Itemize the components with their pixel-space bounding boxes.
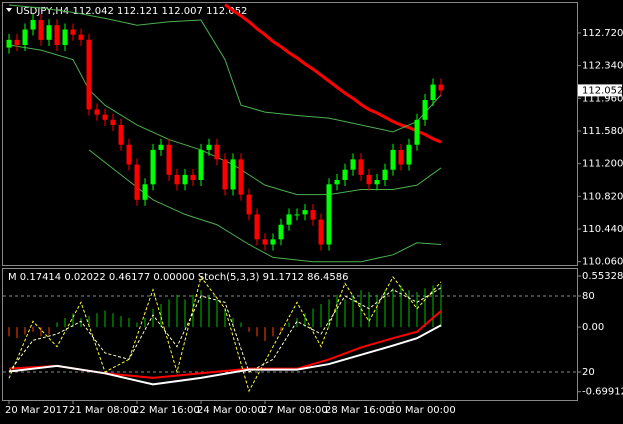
candle-body (278, 224, 284, 240)
indicator-line (8, 324, 442, 386)
candle-body (270, 239, 276, 245)
candle-body (126, 144, 132, 165)
candle-body (206, 144, 212, 150)
candle-body (38, 20, 44, 40)
indicator-line (8, 287, 442, 373)
candle-body (430, 84, 436, 101)
candle-body (166, 144, 172, 175)
candle-body (158, 144, 164, 150)
candle-body (30, 20, 36, 30)
y-tick-label: 110.820 (582, 191, 623, 202)
x-tick-label: 30 Mar 00:00 (389, 405, 456, 416)
x-tick-label: 28 Mar 16:00 (325, 405, 392, 416)
x-tick-label: 24 Mar 00:00 (197, 405, 264, 416)
candle-body (222, 159, 228, 190)
y-tick-label: 0.55328 (582, 271, 623, 282)
candle-body (422, 100, 428, 120)
y-tick-label: 80 (582, 291, 595, 302)
y-tick-label: 112.340 (582, 61, 623, 72)
y-tick-label: 110.060 (582, 257, 623, 268)
candle-body (302, 210, 308, 215)
candle-body (334, 180, 340, 185)
last-price-label: 112.052 (582, 85, 623, 96)
candle-body (230, 159, 236, 190)
candle-body (110, 119, 116, 125)
candle-body (198, 149, 204, 181)
candle-body (182, 174, 188, 185)
candle-body (342, 169, 348, 181)
y-tick-label: 110.440 (582, 224, 623, 235)
candle-body (134, 164, 140, 200)
y-tick-label: 20 (582, 367, 595, 378)
candle-body (358, 159, 364, 175)
x-tick-label: 22 Mar 16:00 (133, 405, 200, 416)
last-price-box (578, 84, 622, 97)
candle-body (150, 149, 156, 185)
candle-body (142, 184, 148, 200)
candle-body (438, 84, 444, 91)
candle-body (78, 34, 84, 40)
y-tick-label: 111.200 (582, 159, 623, 170)
y-tick-label: 112.720 (582, 28, 623, 39)
candle-body (406, 144, 412, 165)
candle-body (174, 174, 180, 185)
x-tick-label: 20 Mar 2017 (5, 405, 68, 416)
menu-arrow[interactable] (6, 8, 12, 12)
main-panel-frame (2, 2, 578, 266)
candle-body (62, 29, 68, 45)
candle-body (46, 25, 52, 40)
candle-body (294, 214, 300, 216)
candle-body (318, 219, 324, 245)
candle-body (246, 194, 252, 215)
x-tick-label: 21 Mar 08:00 (69, 405, 136, 416)
candle-body (238, 159, 244, 195)
candle-body (414, 119, 420, 145)
chart-title: USDJPY,H4 112.042 112.121 112.007 112.05… (16, 6, 247, 17)
indicator-line (88, 149, 442, 263)
y-tick-label: 0.00 (582, 322, 604, 333)
indicator-line (8, 4, 442, 133)
candle-body (398, 149, 404, 165)
candle-body (94, 109, 100, 115)
indicator-panel-frame (2, 268, 578, 401)
candle-body (86, 39, 92, 110)
y-tick-label: 111.580 (582, 126, 623, 137)
candle-body (214, 144, 220, 160)
candle-body (382, 169, 388, 181)
candle-body (54, 25, 60, 45)
candle-body (102, 114, 108, 120)
y-tick-label: -0.69912 (582, 387, 623, 398)
candle-body (390, 149, 396, 170)
indicator-title: M 0.17414 0.02022 0.46177 0.00000 Stoch(… (8, 272, 348, 283)
candle-body (14, 39, 20, 45)
candle-body (326, 184, 332, 245)
x-tick-label: 27 Mar 08:00 (261, 405, 328, 416)
y-tick-label: 111.960 (582, 93, 623, 104)
candle-body (350, 159, 356, 170)
indicator-line (8, 275, 442, 393)
candle-body (254, 214, 260, 240)
candle-body (310, 210, 316, 220)
candle-body (22, 29, 28, 45)
candle-body (190, 174, 196, 181)
candle-body (262, 239, 268, 245)
candle-body (118, 124, 124, 145)
candle-body (70, 29, 76, 35)
candle-body (6, 39, 12, 48)
candle-body (286, 214, 292, 225)
candle-body (366, 174, 372, 185)
candle-body (374, 180, 380, 185)
